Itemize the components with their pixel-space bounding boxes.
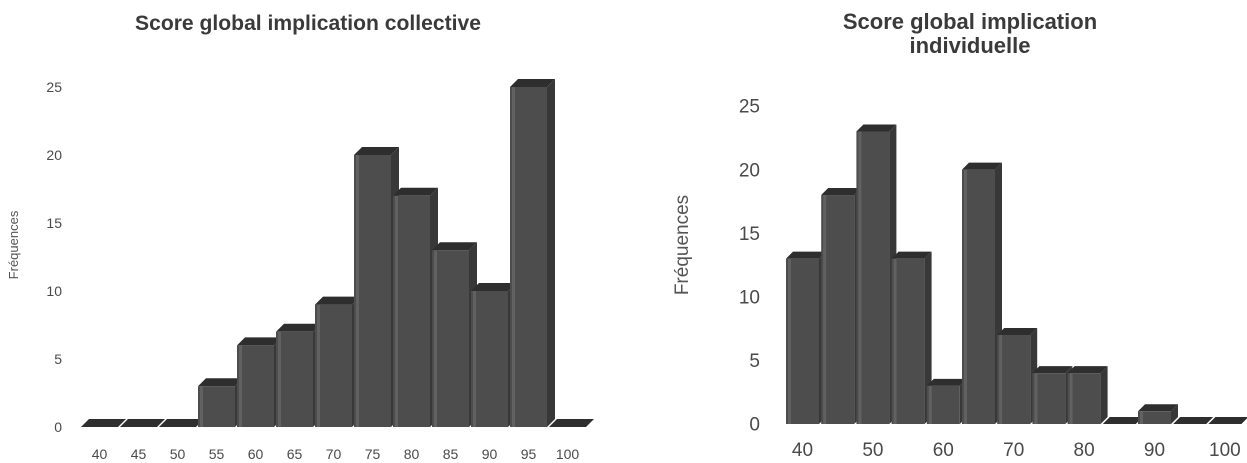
x-tick-label: 80 <box>404 446 420 462</box>
y-tick-label: 10 <box>46 283 62 299</box>
bar <box>891 251 932 424</box>
y-tick-label: 15 <box>46 215 62 231</box>
x-tick-label: 80 <box>1074 440 1095 461</box>
bar <box>120 419 165 427</box>
bar <box>549 419 594 427</box>
x-tick-label: 40 <box>92 446 108 462</box>
x-tick-label: 40 <box>792 440 813 461</box>
y-tick-label: 5 <box>749 351 760 372</box>
y-tick-label: 20 <box>46 147 62 163</box>
bar <box>354 147 399 427</box>
chart-title: Score global implication <box>843 9 1097 34</box>
y-tick-label: 10 <box>739 287 760 308</box>
bar <box>159 419 204 427</box>
x-tick-label: 60 <box>248 446 264 462</box>
y-axis-label: Fréquences <box>672 195 693 295</box>
x-tick-label: 90 <box>1144 440 1165 461</box>
x-tick-label: 85 <box>443 446 459 462</box>
bar <box>1067 366 1108 424</box>
x-tick-label: 75 <box>365 446 381 462</box>
chart-title: individuelle <box>909 33 1030 58</box>
x-tick-label: 90 <box>482 446 498 462</box>
x-tick-label: 70 <box>1003 440 1024 461</box>
y-axis-label: Fréquences <box>6 210 21 279</box>
x-tick-label: 50 <box>170 446 186 462</box>
bar <box>81 419 126 427</box>
y-tick-label: 25 <box>46 79 62 95</box>
x-tick-label: 65 <box>287 446 303 462</box>
bar <box>1208 417 1247 424</box>
y-tick-label: 20 <box>739 160 760 181</box>
x-tick-label: 45 <box>131 446 147 462</box>
y-tick-label: 25 <box>739 97 760 118</box>
y-tick-label: 15 <box>739 224 760 245</box>
bar <box>821 188 862 424</box>
bar <box>1138 404 1178 424</box>
x-tick-label: 95 <box>521 446 537 462</box>
bar <box>1173 417 1214 424</box>
bar <box>856 124 897 424</box>
x-tick-label: 50 <box>862 440 883 461</box>
bar <box>1102 417 1143 424</box>
bar <box>510 79 555 427</box>
x-tick-label: 100 <box>1209 440 1241 461</box>
y-tick-label: 0 <box>749 415 760 436</box>
bar <box>997 327 1038 424</box>
bar <box>1032 366 1073 424</box>
x-tick-label: 55 <box>209 446 225 462</box>
bar <box>786 251 826 424</box>
bar <box>926 378 967 424</box>
bar <box>962 162 1002 424</box>
x-tick-label: 100 <box>556 446 580 462</box>
chart-title: Score global implication collective <box>135 12 481 35</box>
y-tick-label: 5 <box>54 351 62 367</box>
x-tick-label: 60 <box>933 440 954 461</box>
y-tick-label: 0 <box>54 419 62 435</box>
x-tick-label: 70 <box>326 446 342 462</box>
